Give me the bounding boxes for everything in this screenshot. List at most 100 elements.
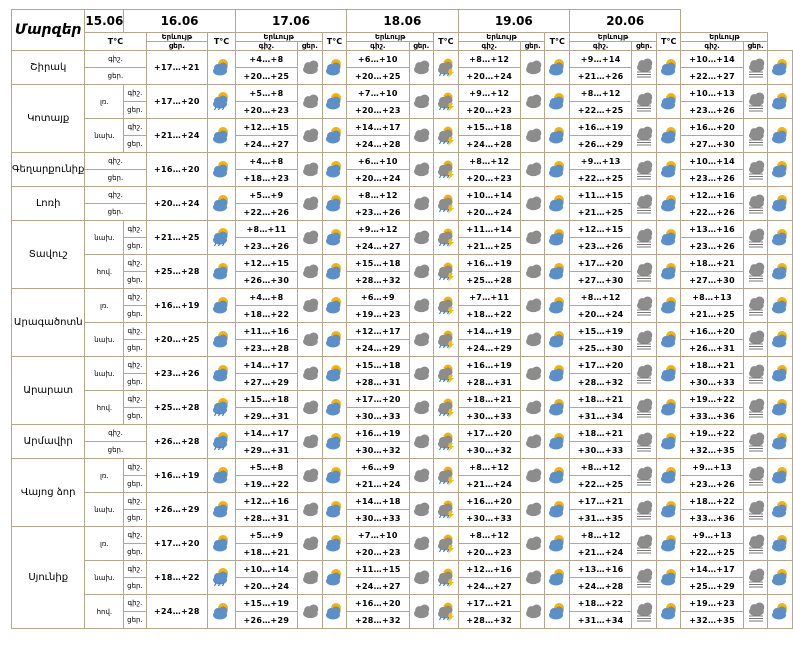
sun-cloud-icon — [772, 126, 788, 143]
table-row: ցեր. +23…+26 +24…+27 +21…+25 +23…+26 +23…+26 — [12, 237, 793, 255]
temp-range: +26…+29 — [145, 492, 209, 527]
temp-range: +7…+10 — [346, 84, 410, 102]
temp-range: +20…+24 — [457, 203, 521, 221]
period-label: ցեր. — [123, 101, 147, 119]
sun-cloud-icon — [767, 254, 793, 289]
cloud-icon — [302, 400, 319, 414]
sun-cloud-rain-icon — [437, 58, 454, 78]
temp-range: +24…+27 — [346, 237, 410, 255]
temp-range: +6…+9 — [346, 458, 410, 476]
period-label: ցեր. — [84, 67, 147, 85]
temp-range: +23…+26 — [346, 203, 410, 221]
temp-range: +15…+19 — [234, 594, 299, 612]
region-name: Շիրակ — [10, 50, 86, 85]
cloud-icon — [519, 560, 546, 595]
date-header: 16.06 — [123, 9, 236, 33]
temp-range: +9…+14 — [569, 50, 633, 68]
period-label: ցեր. — [84, 203, 147, 221]
temp-range: +20…+23 — [234, 101, 299, 119]
sun-cloud-icon — [326, 92, 342, 109]
cloud-icon — [519, 424, 546, 459]
temp-range: +20…+24 — [346, 169, 410, 187]
cloud-icon — [519, 322, 546, 357]
cloud-icon — [302, 264, 319, 278]
temp-range: +19…+22 — [680, 424, 744, 442]
sun-cloud-icon — [549, 296, 565, 313]
sun-cloud-icon — [321, 390, 348, 425]
cloud-icon — [408, 560, 435, 595]
sun-cloud-icon — [544, 424, 571, 459]
sun-cloud-icon — [544, 50, 571, 85]
cloud-icon — [302, 128, 319, 142]
temp-range: +12…+15 — [234, 254, 299, 272]
temp-col-header: T°C — [321, 32, 348, 51]
cloud-icon — [408, 152, 435, 187]
sun-cloud-icon — [549, 262, 565, 279]
temp-range: +24…+29 — [457, 339, 521, 357]
fog-icon — [637, 602, 653, 621]
cloud-icon — [414, 128, 430, 142]
sun-rain-icon — [213, 431, 229, 450]
cloud-icon — [408, 220, 435, 255]
temp-range: +5…+9 — [234, 526, 299, 544]
sun-cloud-icon — [549, 364, 565, 381]
temp-range: +30…+33 — [346, 509, 410, 527]
fog-icon — [742, 118, 769, 153]
cloud-icon — [297, 560, 323, 595]
sun-cloud-icon — [767, 186, 793, 221]
temp-range: +28…+31 — [234, 509, 299, 527]
temp-range: +12…+16 — [680, 186, 744, 204]
cloud-icon — [525, 162, 541, 176]
sun-cloud-icon — [321, 458, 348, 493]
temp-range: +14…+17 — [346, 118, 410, 136]
sun-cloud-icon — [772, 330, 788, 347]
sun-cloud-icon — [660, 602, 676, 619]
temp-range: +21…+25 — [145, 220, 209, 255]
period-label: ցեր. — [123, 135, 147, 153]
temp-range: +15…+18 — [346, 356, 410, 374]
temp-range: +5…+8 — [234, 458, 299, 476]
date-header: 17.06 — [234, 9, 348, 33]
temp-range: +14…+18 — [346, 492, 410, 510]
fog-icon — [637, 500, 653, 519]
cloud-icon — [302, 230, 319, 244]
temp-range: +20…+24 — [569, 305, 633, 323]
sun-cloud-icon — [655, 84, 682, 119]
temp-range: +8…+12 — [569, 288, 633, 306]
subregion-label: հով. — [84, 254, 125, 289]
period-label: գիշ. — [123, 594, 147, 612]
header-row-dates: Մարզեր 15.06 16.06 17.06 18.06 19.06 20.… — [10, 9, 793, 51]
sun-cloud-icon — [326, 126, 342, 143]
cloud-icon — [519, 390, 546, 425]
temp-range: +20…+23 — [346, 101, 410, 119]
temp-range: +24…+28 — [145, 594, 209, 629]
sun-cloud-icon — [549, 228, 565, 245]
sun-cloud-icon — [544, 492, 571, 527]
temp-range: +10…+14 — [680, 50, 744, 68]
cloud-icon — [302, 60, 319, 74]
temp-range: +6…+10 — [346, 152, 410, 170]
table-row: ցեր. +26…+29 +28…+32 +28…+32 +31…+34 +32…+35 — [12, 611, 793, 629]
header-row-labels: T°C Երևույթ T°C Երևույթ T°C Երևույթ T°C Երևույթ… — [12, 32, 793, 51]
temp-range: +25…+28 — [145, 390, 209, 425]
sun-cloud-icon — [207, 322, 236, 357]
period-label: գիշ. — [84, 50, 147, 68]
temp-range: +18…+22 — [457, 305, 521, 323]
temp-range: +27…+30 — [569, 271, 633, 289]
cloud-icon — [525, 230, 541, 244]
temp-range: +14…+17 — [234, 356, 299, 374]
cloud-icon — [297, 390, 323, 425]
period-label: գիշ. — [123, 458, 147, 476]
temp-range: +6…+10 — [346, 50, 410, 68]
temp-range: +30…+33 — [680, 373, 744, 391]
visual-col-header: Երևույթ — [346, 32, 435, 42]
sun-cloud-icon — [544, 322, 571, 357]
fog-icon — [631, 84, 657, 119]
cloud-icon — [408, 322, 435, 357]
temp-range: +31…+34 — [569, 611, 633, 629]
temp-range: +9…+13 — [569, 152, 633, 170]
temp-range: +18…+21 — [457, 390, 521, 408]
table-row: հով. գիշ. +25…+28 +15…+18 +17…+20 +18…+21 +18…… — [12, 390, 793, 425]
temp-range: +17…+21 — [457, 594, 521, 612]
cloud-icon — [297, 594, 323, 629]
